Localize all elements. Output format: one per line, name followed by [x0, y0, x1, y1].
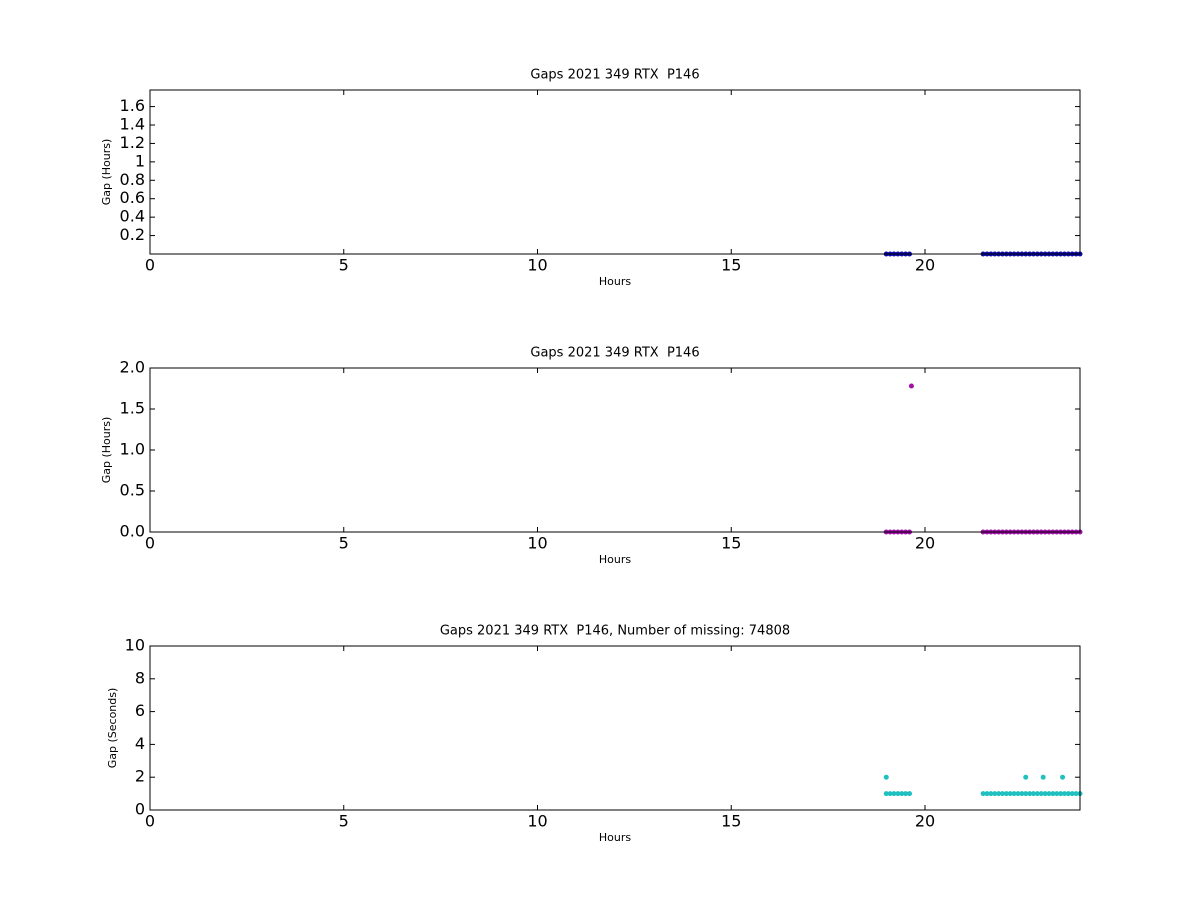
- y-tick-label: 0.0: [120, 522, 145, 541]
- point: [988, 791, 994, 797]
- x-tick-label: 0: [145, 256, 155, 275]
- y-tick-label: 1: [135, 151, 145, 170]
- y-tick-label: 2: [135, 767, 145, 786]
- point: [1050, 791, 1056, 797]
- point: [883, 774, 889, 780]
- point: [1058, 791, 1064, 797]
- x-tick-label: 10: [527, 534, 547, 553]
- point: [1038, 791, 1044, 797]
- y-tick-label: 1.4: [120, 115, 145, 134]
- point: [1019, 791, 1025, 797]
- point: [1054, 791, 1060, 797]
- y-tick-label: 0.4: [120, 207, 145, 226]
- x-tick-label: 15: [721, 812, 741, 831]
- x-tick-label: 10: [527, 812, 547, 831]
- point: [891, 791, 897, 797]
- y-axis-label: Gap (Hours): [100, 139, 113, 206]
- chart-title: Gaps 2021 349 RTX P146, Number of missin…: [440, 624, 790, 639]
- y-tick-label: 10: [125, 636, 145, 655]
- x-tick-label: 0: [145, 812, 155, 831]
- plot-frame: [149, 367, 1081, 533]
- point: [980, 791, 986, 797]
- point: [1023, 774, 1029, 780]
- point: [903, 791, 909, 797]
- x-tick-label: 5: [339, 534, 349, 553]
- point: [1046, 791, 1052, 797]
- point: [1031, 791, 1036, 797]
- y-tick-label: 0.5: [120, 481, 145, 500]
- y-tick-label: 8: [135, 668, 145, 687]
- y-axis-label: Gap (Seconds): [106, 688, 119, 769]
- y-tick-label: 0.8: [120, 170, 145, 189]
- y-tick-label: 0: [135, 800, 145, 819]
- point: [996, 791, 1002, 797]
- point: [1069, 791, 1075, 797]
- point: [992, 791, 998, 797]
- x-tick-label: 15: [721, 256, 741, 275]
- point: [1003, 791, 1009, 797]
- point: [1065, 791, 1071, 797]
- y-tick-label: 2.0: [120, 358, 145, 377]
- point: [883, 791, 889, 797]
- point: [1027, 791, 1033, 797]
- chart-title: Gaps 2021 349 RTX P146: [530, 346, 699, 361]
- point: [1042, 791, 1048, 797]
- plot-frame: [149, 645, 1081, 811]
- point: [1023, 791, 1029, 797]
- x-tick-label: 5: [339, 812, 349, 831]
- y-tick-label: 0.6: [120, 188, 145, 207]
- point: [1000, 791, 1005, 797]
- x-tick-label: 15: [721, 534, 741, 553]
- point: [1040, 774, 1046, 780]
- point: [1015, 791, 1021, 797]
- y-tick-label: 1.6: [120, 96, 145, 115]
- x-axis-label: Hours: [599, 831, 631, 844]
- x-tick-label: 20: [915, 256, 935, 275]
- y-tick-label: 4: [135, 734, 145, 753]
- y-tick-label: 6: [135, 701, 145, 720]
- point: [1011, 791, 1017, 797]
- x-tick-label: 20: [915, 534, 935, 553]
- point: [1034, 791, 1040, 797]
- chart-title: Gaps 2021 349 RTX P146: [530, 68, 699, 83]
- y-tick-label: 1.2: [120, 133, 145, 152]
- y-tick-label: 0.2: [120, 225, 145, 244]
- y-axis-label: Gap (Hours): [100, 417, 113, 484]
- x-axis-label: Hours: [599, 275, 631, 288]
- x-tick-label: 0: [145, 534, 155, 553]
- point: [1060, 774, 1066, 780]
- point: [887, 791, 893, 797]
- y-tick-label: 1.5: [120, 399, 145, 418]
- x-tick-label: 10: [527, 256, 547, 275]
- x-tick-label: 5: [339, 256, 349, 275]
- point: [1073, 791, 1079, 797]
- point: [1062, 791, 1067, 797]
- point: [1007, 791, 1013, 797]
- x-tick-label: 20: [915, 812, 935, 831]
- point: [895, 791, 901, 797]
- x-axis-label: Hours: [599, 553, 631, 566]
- point: [899, 791, 905, 797]
- y-tick-label: 1.0: [120, 440, 145, 459]
- point: [908, 383, 914, 389]
- plot-frame: [149, 89, 1081, 255]
- point: [907, 791, 912, 797]
- point: [984, 791, 990, 797]
